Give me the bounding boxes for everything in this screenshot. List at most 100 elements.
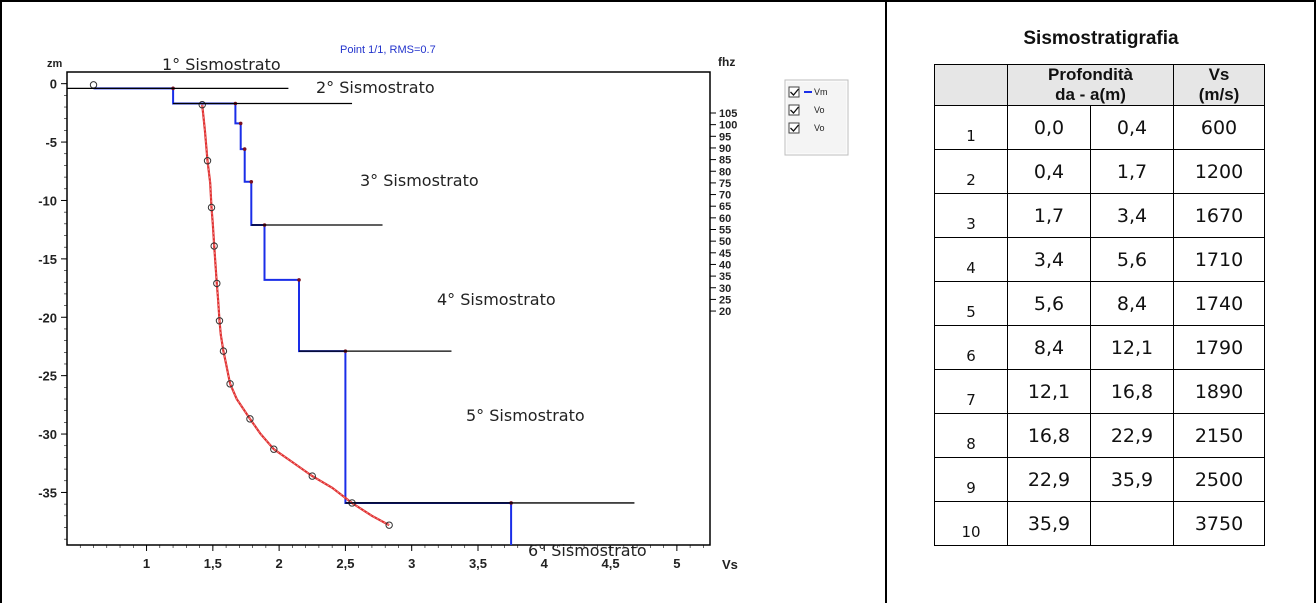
header-index — [934, 64, 1008, 106]
header-depth: Profondità da - a(m) — [1007, 64, 1174, 106]
checkbox-icon[interactable] — [788, 86, 800, 98]
vm-vertex — [249, 179, 254, 184]
right-tick-label: 30 — [719, 283, 731, 295]
x-axis-label: Vs — [722, 557, 738, 572]
legend: Vm Vo Vo — [784, 79, 849, 156]
row-index: 5 — [934, 281, 1008, 326]
x-tick-label: 4 — [541, 556, 549, 571]
vo-marker — [270, 445, 278, 453]
stratum-label: 4° Sismostrato — [437, 290, 556, 309]
depth-to: 16,8 — [1090, 369, 1174, 414]
stratum-label: 1° Sismostrato — [162, 55, 281, 74]
legend-label: Vo — [814, 123, 825, 133]
vm-vertex — [297, 278, 301, 282]
row-index: 8 — [934, 413, 1008, 458]
y-tick-label: -15 — [38, 252, 57, 267]
vo-marker — [215, 317, 224, 325]
right-tick-label: 55 — [719, 225, 731, 237]
vs-value: 600 — [1173, 105, 1265, 150]
right-tick-label: 100 — [719, 120, 737, 132]
depth-to: 35,9 — [1090, 457, 1174, 502]
table-row: 4 3,4 5,6 1710 — [934, 237, 1265, 282]
x-tick-label: 1 — [143, 556, 150, 571]
right-tick-label: 35 — [719, 271, 731, 283]
legend-label: Vm — [814, 87, 828, 97]
stratum-label: 2° Sismostrato — [316, 78, 435, 97]
header-depth-line1: Profondità — [1048, 65, 1133, 84]
vm-vertex — [242, 147, 247, 151]
header-vs-line2: (m/s) — [1198, 85, 1240, 104]
y-tick-label: 0 — [50, 77, 57, 92]
stratum-label: 6° Sismostrato — [528, 541, 647, 560]
table-body: 1 0,0 0,4 600 2 0,4 1,7 1200 3 1,7 3,4 1670 4 3,4 5,6 1… — [934, 105, 1265, 546]
depth-from: 8,4 — [1007, 325, 1091, 370]
x-tick-label: 2,5 — [336, 556, 354, 571]
legend-item-vm[interactable]: Vm — [788, 86, 828, 98]
vo-marker — [207, 203, 216, 212]
right-tick-label: 45 — [719, 248, 731, 260]
right-axis-label: fhz — [718, 55, 735, 69]
vs-value: 1670 — [1173, 193, 1265, 238]
header-depth-line2: da - a(m) — [1055, 85, 1126, 104]
vo-marker — [210, 242, 218, 250]
stratum-label: 5° Sismostrato — [466, 406, 585, 425]
right-tick-label: 25 — [719, 294, 731, 306]
vs-value: 2150 — [1173, 413, 1265, 458]
right-tick-label: 85 — [719, 155, 731, 167]
vs-value: 1740 — [1173, 281, 1265, 326]
vo-marker — [226, 380, 234, 388]
vs-value: 1710 — [1173, 237, 1265, 282]
axis-text-layer: 1 1,5 2 2,5 3 3,5 4 4,5 50-5-10-15-20-25-30-3510… — [38, 77, 737, 571]
table-row: 1 0,0 0,4 600 — [934, 105, 1265, 150]
depth-to: 3,4 — [1090, 193, 1174, 238]
table-title: Sismostratigrafia — [1023, 28, 1179, 49]
y-tick-label: -30 — [38, 427, 57, 442]
header-vs: Vs (m/s) — [1173, 64, 1265, 106]
checkbox-icon[interactable] — [788, 104, 800, 116]
table-row: 3 1,7 3,4 1670 — [934, 193, 1265, 238]
right-tick-label: 90 — [719, 143, 731, 155]
header-vs-line1: Vs — [1208, 65, 1230, 84]
checkbox-icon[interactable] — [788, 122, 800, 134]
row-index: 9 — [934, 457, 1008, 502]
vs-value: 1790 — [1173, 325, 1265, 370]
right-tick-label: 80 — [719, 166, 731, 178]
left-axis-label: zm — [47, 58, 63, 70]
row-index: 10 — [934, 501, 1008, 546]
vo-marker — [213, 279, 221, 288]
vo-marker — [198, 101, 206, 109]
row-index: 2 — [934, 149, 1008, 194]
depth-from: 12,1 — [1007, 369, 1091, 414]
right-tick-label: 95 — [719, 131, 731, 143]
plot-area — [66, 71, 711, 546]
depth-to: 1,7 — [1090, 149, 1174, 194]
y-tick-label: -20 — [38, 310, 57, 325]
vs-value: 2500 — [1173, 457, 1265, 502]
depth-from: 35,9 — [1007, 501, 1091, 546]
right-tick-label: 40 — [719, 259, 731, 271]
x-tick-label: 3,5 — [469, 556, 487, 571]
x-tick-label: 2 — [276, 556, 283, 571]
legend-item-vo-2[interactable]: Vo — [788, 122, 825, 134]
table-row: 8 16,8 22,9 2150 — [934, 413, 1265, 458]
depth-to: 5,6 — [1090, 237, 1174, 282]
depth-to: 12,1 — [1090, 325, 1174, 370]
right-tick-label: 65 — [719, 201, 731, 213]
row-index: 7 — [934, 369, 1008, 414]
annotation-layer: 1° Sismostrato 2° Sismostrato 3° Sismostra… — [67, 55, 647, 560]
legend-item-vo[interactable]: Vo — [788, 104, 825, 116]
row-index: 4 — [934, 237, 1008, 282]
depth-to: 8,4 — [1090, 281, 1174, 326]
table-header-row: Profondità da - a(m) Vs (m/s) — [934, 64, 1265, 106]
sismostratigrafia-panel: Sismostratigrafia Profondità da - a(m) V… — [886, 0, 1316, 603]
y-tick-label: -35 — [38, 485, 57, 500]
vs-value: 3750 — [1173, 501, 1265, 546]
depth-from: 0,4 — [1007, 149, 1091, 194]
table-row: 6 8,4 12,1 1790 — [934, 325, 1265, 370]
stratum-label: 3° Sismostrato — [360, 171, 479, 190]
vs-value: 1890 — [1173, 369, 1265, 414]
vo-marker — [385, 521, 393, 529]
stratigraphy-table: Profondità da - a(m) Vs (m/s) 1 0,0 0,4 600… — [934, 64, 1265, 546]
vm-vertex — [238, 121, 243, 126]
